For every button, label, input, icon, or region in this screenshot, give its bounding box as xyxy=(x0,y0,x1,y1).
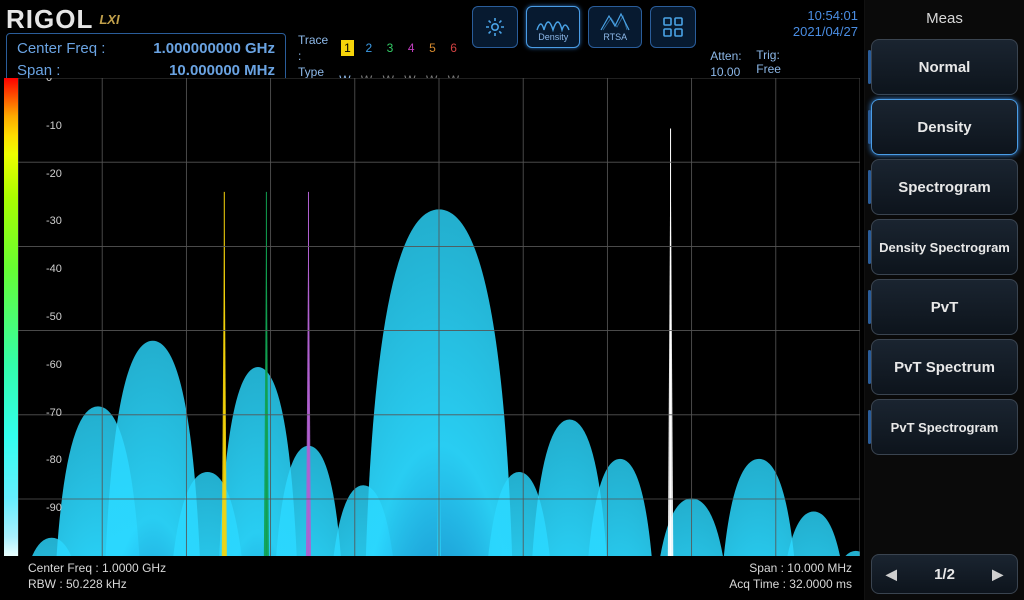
softkey-pvt-spectrum[interactable]: PvT Spectrum xyxy=(871,339,1018,395)
clock: 10:54:01 2021/04/27 xyxy=(793,8,858,40)
rtsa-mode-label: RTSA xyxy=(603,32,627,42)
softkey-spectrogram[interactable]: Spectrogram xyxy=(871,159,1018,215)
clock-date: 2021/04/27 xyxy=(793,24,858,40)
softkey-pvt-spectrogram[interactable]: PvT Spectrogram xyxy=(871,399,1018,455)
softkey-density[interactable]: Density xyxy=(871,99,1018,155)
softkey-pager[interactable]: ◀ 1/2 ▶ xyxy=(871,554,1018,594)
trace-1[interactable]: 1 xyxy=(341,40,354,56)
top-bar: RIGOL LXI Center Freq : 1.000000000 GHz … xyxy=(0,0,864,78)
softkey-panel: Meas NormalDensitySpectrogramDensity Spe… xyxy=(864,0,1024,600)
spectrum-graph[interactable]: 0-10-20-30-40-50-60-70-80-90 xyxy=(18,78,860,556)
brand-name: RIGOL xyxy=(6,4,93,35)
gear-icon xyxy=(483,15,507,39)
softkey-normal[interactable]: Normal xyxy=(871,39,1018,95)
page-next-icon[interactable]: ▶ xyxy=(992,566,1003,583)
graph-area: 0-10-20-30-40-50-60-70-80-90 xyxy=(0,78,864,556)
softkey-title: Meas xyxy=(865,0,1024,35)
bottom-center-freq: Center Freq : 1.0000 GHz xyxy=(28,560,166,576)
trace-6[interactable]: 6 xyxy=(447,40,460,56)
bottom-acq-time: Acq Time : 32.0000 ms xyxy=(729,576,852,592)
rtsa-icon xyxy=(597,12,633,32)
brand-badge: LXI xyxy=(99,12,119,27)
page-indicator: 1/2 xyxy=(934,566,955,583)
bottom-status: Center Freq : 1.0000 GHz RBW : 50.228 kH… xyxy=(0,556,864,600)
trace-2[interactable]: 2 xyxy=(362,40,375,56)
trace-3[interactable]: 3 xyxy=(383,40,396,56)
softkey-pvt[interactable]: PvT xyxy=(871,279,1018,335)
density-mode-label: Density xyxy=(538,32,568,42)
grid-icon xyxy=(661,15,685,39)
density-mode-button[interactable]: Density xyxy=(526,6,580,48)
rtsa-mode-button[interactable]: RTSA xyxy=(588,6,642,48)
settings-mode-button[interactable] xyxy=(472,6,518,48)
softkey-density-spectrogram[interactable]: Density Spectrogram xyxy=(871,219,1018,275)
clock-time: 10:54:01 xyxy=(793,8,858,24)
grid-overlay xyxy=(18,78,860,556)
trace-5[interactable]: 5 xyxy=(426,40,439,56)
color-scale xyxy=(4,78,18,556)
center-freq-label: Center Freq : xyxy=(17,38,105,60)
trace-label: Trace : xyxy=(298,32,333,64)
page-prev-icon[interactable]: ◀ xyxy=(886,566,897,583)
center-freq-value: 1.000000000 GHz xyxy=(153,38,275,60)
bottom-span: Span : 10.000 MHz xyxy=(729,560,852,576)
density-icon xyxy=(535,12,571,32)
bottom-rbw: RBW : 50.228 kHz xyxy=(28,576,166,592)
trace-4[interactable]: 4 xyxy=(405,40,418,56)
brand: RIGOL LXI xyxy=(6,4,286,35)
layout-mode-button[interactable] xyxy=(650,6,696,48)
